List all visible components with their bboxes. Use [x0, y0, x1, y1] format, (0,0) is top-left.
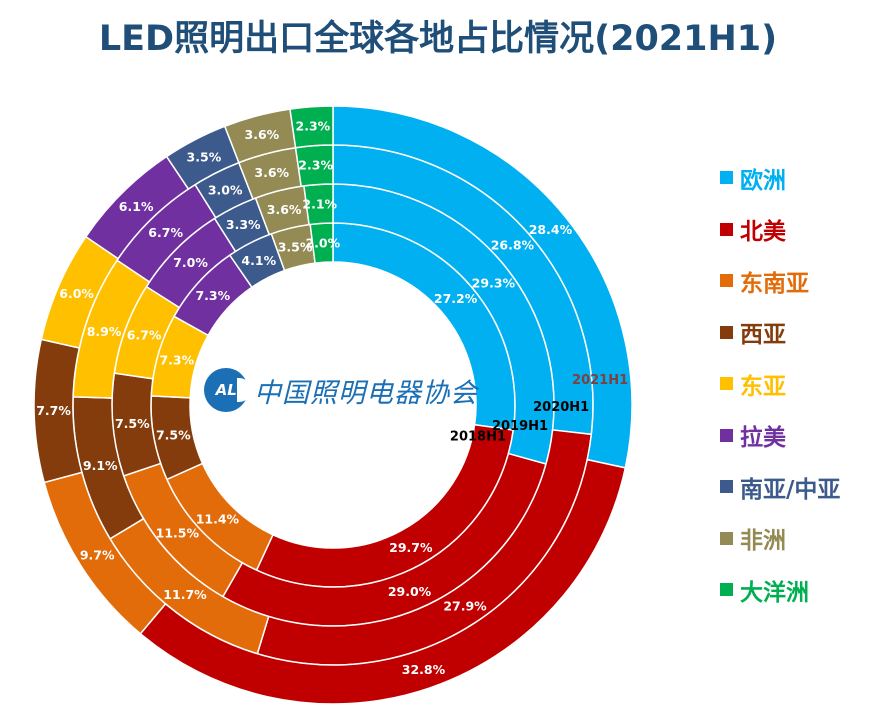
series-label-2020H1: 2020H1 — [533, 400, 589, 415]
legend-item: 拉美 — [720, 410, 840, 462]
legend-swatch — [720, 325, 733, 339]
data-label: 29.0% — [388, 584, 432, 599]
legend-label: 欧洲 — [740, 167, 786, 194]
data-label: 3.6% — [267, 202, 302, 217]
legend-swatch — [720, 274, 733, 288]
legend-swatch — [720, 171, 733, 185]
data-label: 29.3% — [472, 276, 516, 291]
chart-legend: 欧洲北美东南亚西亚东亚拉美南亚/中亚非洲大洋洲 — [720, 152, 840, 616]
legend-swatch — [720, 480, 733, 494]
data-label: 11.5% — [156, 525, 200, 540]
data-label: 7.0% — [173, 255, 208, 270]
data-label: 2.3% — [296, 119, 331, 134]
data-label: 3.0% — [208, 183, 243, 198]
legend-label: 非洲 — [740, 528, 786, 555]
legend-label: 东南亚 — [740, 270, 809, 297]
legend-label: 东亚 — [740, 373, 786, 400]
data-label: 3.3% — [226, 217, 261, 232]
data-label: 3.6% — [245, 127, 280, 142]
data-label: 26.8% — [491, 237, 535, 252]
legend-swatch — [720, 428, 733, 442]
legend-item: 东亚 — [720, 358, 840, 410]
data-label: 6.7% — [148, 225, 183, 240]
legend-label: 西亚 — [740, 322, 786, 349]
data-label: 8.9% — [87, 324, 122, 339]
data-label: 7.7% — [36, 403, 71, 418]
legend-label: 大洋洲 — [740, 579, 809, 606]
data-label: 2.0% — [305, 235, 340, 250]
logo-text: 中国照明电器协会 — [254, 377, 478, 409]
data-label: 6.0% — [59, 286, 94, 301]
legend-label: 南亚/中亚 — [740, 476, 841, 503]
data-label: 2.3% — [298, 158, 333, 173]
data-label: 6.7% — [127, 327, 162, 342]
legend-swatch — [720, 583, 733, 597]
logo-mark-text: ALI — [215, 381, 243, 399]
legend-item: 北美 — [720, 204, 840, 256]
legend-item: 西亚 — [720, 307, 840, 359]
legend-item: 东南亚 — [720, 255, 840, 307]
cali-logo-mark: ALI — [204, 368, 251, 412]
legend-swatch — [720, 222, 733, 236]
legend-item: 欧洲 — [720, 152, 840, 204]
data-label: 11.7% — [163, 587, 207, 602]
data-label: 3.5% — [278, 239, 313, 254]
legend-item: 非洲 — [720, 513, 840, 565]
data-label: 7.3% — [195, 288, 230, 303]
data-label: 7.5% — [156, 427, 191, 442]
legend-label: 北美 — [740, 219, 786, 246]
data-label: 7.3% — [159, 353, 194, 368]
data-label: 29.7% — [389, 540, 433, 555]
data-label: 27.9% — [443, 599, 487, 614]
data-label: 7.5% — [115, 416, 150, 431]
data-label: 6.1% — [119, 199, 154, 214]
data-label: 3.5% — [187, 150, 222, 165]
legend-swatch — [720, 531, 733, 545]
data-label: 9.1% — [83, 458, 118, 473]
data-label: 27.2% — [434, 291, 478, 306]
data-label: 32.8% — [402, 662, 446, 677]
chart-title: LED照明出口全球各地占比情况(2021H1) — [98, 19, 778, 59]
data-label: 2.1% — [302, 196, 337, 211]
data-label: 11.4% — [196, 512, 240, 527]
legend-label: 拉美 — [740, 425, 786, 452]
series-label-2018H1: 2018H1 — [450, 430, 506, 445]
data-label: 3.6% — [254, 165, 289, 180]
data-label: 9.7% — [80, 548, 115, 563]
series-label-2019H1: 2019H1 — [492, 419, 548, 434]
legend-swatch — [720, 377, 733, 391]
data-label: 28.4% — [529, 222, 573, 237]
slice-2021H1-8 — [289, 105, 334, 149]
series-label-2021H1: 2021H1 — [572, 373, 628, 388]
data-label: 4.1% — [241, 253, 276, 268]
cali-logo: ALI 中国照明电器协会 — [204, 368, 478, 412]
legend-item: 南亚/中亚 — [720, 461, 840, 513]
legend-item: 大洋洲 — [720, 564, 840, 616]
